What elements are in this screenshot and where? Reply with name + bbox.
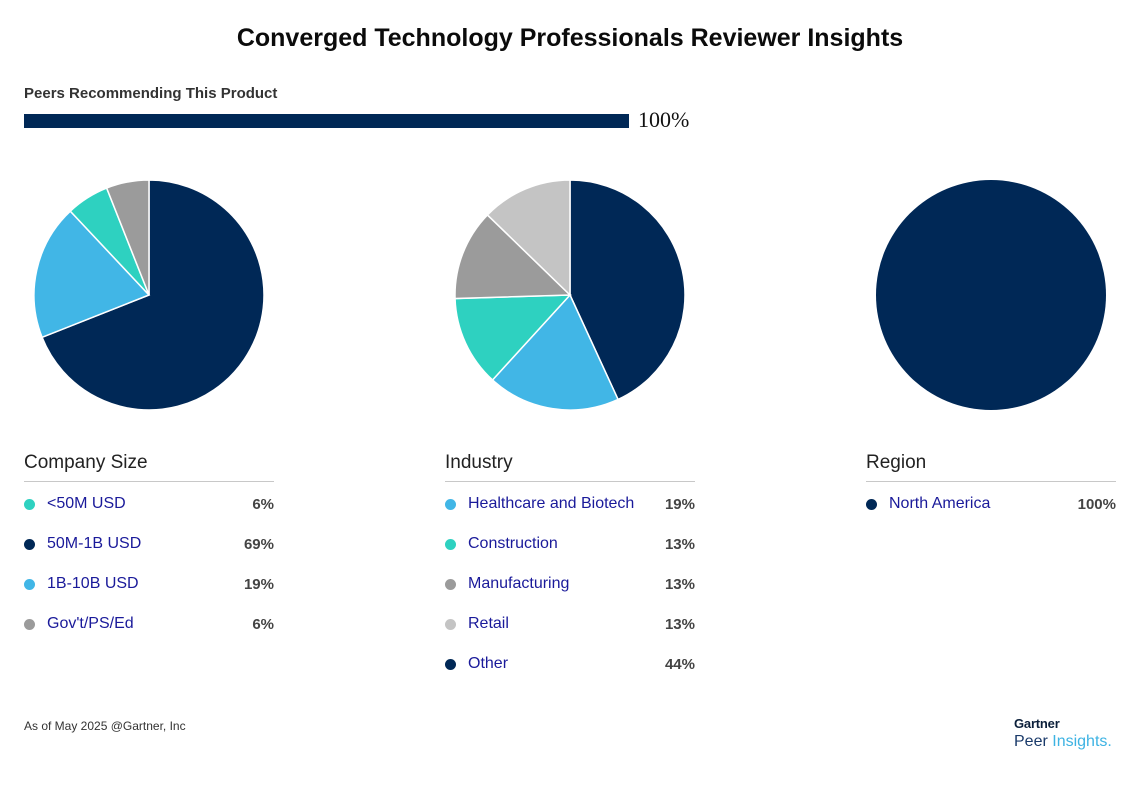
company-size-legend: <50M USD 6% 50M-1B USD 69% 1B-10B USD 19% Gov'… [24, 482, 274, 644]
pie-slice-1b-10b-usd [33, 210, 151, 339]
pie-slice-construction [454, 294, 572, 382]
legend-item-construction: Construction 13% [445, 524, 695, 564]
region-title: Region [866, 452, 1116, 482]
page-title: Converged Technology Professionals Revie… [236, 24, 904, 52]
legend-label[interactable]: Retail [468, 615, 509, 632]
legend-value: 6% [252, 615, 274, 633]
recommend-bar [24, 114, 629, 128]
pie-slice-other [569, 179, 686, 401]
legend-label[interactable]: Construction [468, 535, 558, 552]
company-size-title: Company Size [24, 452, 274, 482]
pie-slice-north-america [876, 180, 1106, 410]
legend-value: 69% [243, 535, 274, 553]
legend-label[interactable]: North America [889, 495, 991, 512]
legend-value: 13% [664, 535, 695, 553]
brand-peer-insights: Peer Insights. [1014, 733, 1112, 751]
legend-label[interactable]: Manufacturing [468, 575, 570, 592]
legend-item-manufacturing: Manufacturing 13% [445, 564, 695, 604]
legend-item-other: Other 44% [445, 644, 695, 684]
legend-swatch [445, 658, 456, 670]
gartner-peer-insights-logo: Gartner Peer Insights. [1014, 716, 1112, 751]
legend-item-50m-1b-usd: 50M-1B USD 69% [24, 524, 274, 564]
industry-pie [454, 179, 686, 411]
legend-swatch [24, 498, 35, 510]
legend-swatch [445, 578, 456, 590]
pie-slice-healthcare-and-biotech [491, 293, 620, 411]
legend-item-1b-10b-usd: 1B-10B USD 19% [24, 564, 274, 604]
legend-value: 13% [664, 615, 695, 633]
legend-label[interactable]: <50M USD [47, 495, 126, 512]
legend-label[interactable]: Other [468, 655, 509, 672]
legend-swatch [24, 538, 35, 550]
pie-slice-retail [486, 179, 571, 297]
legend-item-retail: Retail 13% [445, 604, 695, 644]
pie-slice-manufacturing [454, 213, 572, 300]
recommend-bar-fill [24, 114, 629, 128]
legend-label[interactable]: 50M-1B USD [47, 535, 142, 552]
legend-swatch [445, 498, 456, 510]
industry-panel: Industry Healthcare and Biotech 19% Constr… [445, 452, 695, 684]
pie-slice-50m-1b-usd [41, 179, 265, 411]
legend-swatch [445, 618, 456, 630]
region-pie [876, 180, 1106, 410]
legend-label[interactable]: Healthcare and Biotech [468, 495, 635, 512]
legend-item-healthcare-and-biotech: Healthcare and Biotech 19% [445, 484, 695, 524]
legend-value: 13% [664, 575, 695, 593]
brand-gartner: Gartner [1014, 716, 1060, 731]
recommend-label: Peers Recommending This Product [24, 85, 278, 102]
company-size-panel: Company Size <50M USD 6% 50M-1B USD 69% 1B-1… [24, 452, 274, 644]
legend-value: 19% [243, 575, 274, 593]
recommend-value: 100% [638, 107, 690, 132]
legend-swatch [24, 618, 35, 630]
legend-value: 100% [1077, 495, 1116, 513]
industry-title: Industry [445, 452, 695, 482]
legend-item-north-america: North America 100% [866, 484, 1116, 524]
legend-label[interactable]: 1B-10B USD [47, 575, 139, 592]
industry-legend: Healthcare and Biotech 19% Construction 13%… [445, 482, 695, 684]
region-panel: Region North America 100% [866, 452, 1116, 524]
legend-value: 44% [664, 655, 695, 673]
pie-slice-gov-t-ps-ed [105, 179, 150, 296]
legend-swatch [445, 538, 456, 550]
brand-peer: Peer [1014, 733, 1048, 750]
legend-value: 19% [664, 495, 695, 513]
legend-swatch [24, 578, 35, 590]
footer-note: As of May 2025 @Gartner, Inc [24, 719, 186, 733]
legend-item-gov-t-ps-ed: Gov't/PS/Ed 6% [24, 604, 274, 644]
legend-value: 6% [252, 495, 274, 513]
legend-item-50m-usd: <50M USD 6% [24, 484, 274, 524]
legend-label[interactable]: Gov't/PS/Ed [47, 615, 134, 632]
region-legend: North America 100% [866, 482, 1116, 524]
legend-swatch [866, 498, 877, 510]
brand-insights: Insights. [1052, 733, 1112, 750]
company-size-pie [33, 179, 265, 411]
